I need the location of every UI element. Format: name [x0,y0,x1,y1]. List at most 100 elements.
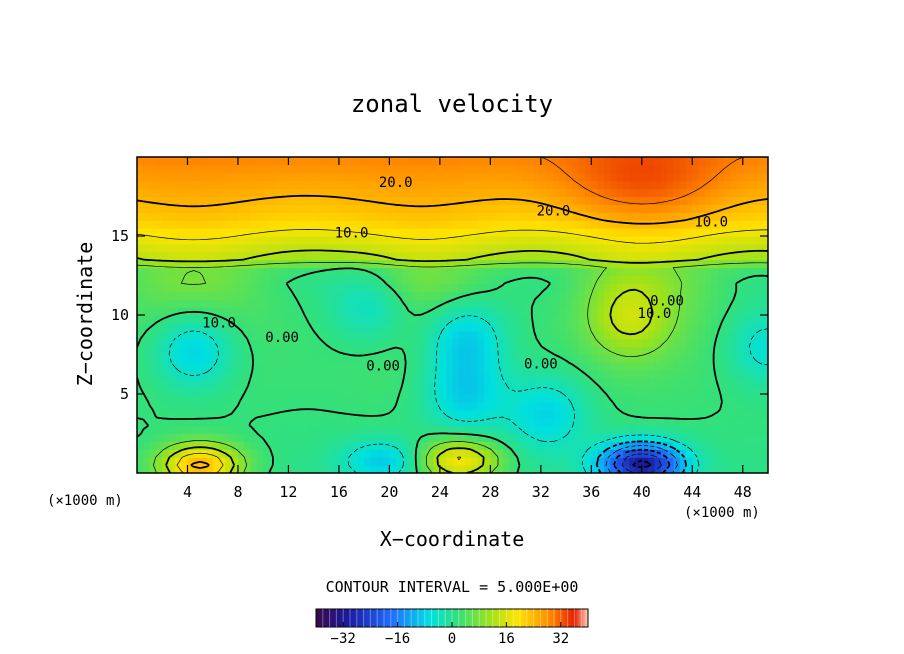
heatmap-cell [408,299,416,308]
heatmap-cell [174,370,182,379]
heatmap-cell [256,172,264,182]
heatmap-cell [723,315,731,324]
heatmap-cell [553,180,561,190]
heatmap-cell [749,259,756,269]
heatmap-cell [629,251,637,261]
heatmap-cell [736,457,744,466]
heatmap-cell [155,251,163,261]
heatmap-cell [547,441,555,450]
heatmap-cell [155,157,163,166]
heatmap-cell [471,283,479,292]
heatmap-cell [187,409,195,419]
heatmap-cell [458,259,466,269]
heatmap-cell [319,441,327,450]
heatmap-cell [149,401,157,411]
heatmap-cell [446,425,454,435]
heatmap-cell [219,180,226,190]
heatmap-cell [181,465,189,473]
heatmap-cell [414,251,422,261]
heatmap-cell [736,275,744,284]
heatmap-cell [244,157,252,166]
heatmap-cell [395,299,403,308]
heatmap-cell [704,307,712,316]
heatmap-cell [219,378,226,387]
heatmap-cell [187,251,195,261]
heatmap-cell [660,212,668,221]
heatmap-cell [521,291,529,300]
heatmap-cell [256,164,264,174]
heatmap-cell [162,378,170,387]
heatmap-cell [338,307,346,316]
heatmap-cell [534,283,542,292]
heatmap-cell [629,362,637,371]
x-tick-label: 48 [734,483,752,501]
heatmap-cell [383,259,390,269]
heatmap-cell [181,425,189,435]
heatmap-cell [521,370,529,379]
heatmap-cell [345,346,353,356]
heatmap-cell [515,180,523,190]
heatmap-cell [603,417,611,427]
heatmap-cell [635,172,643,182]
heatmap-cell [269,322,277,332]
heatmap-cell [597,204,605,213]
heatmap-cell [673,157,681,166]
heatmap-cell [357,291,365,300]
heatmap-cell [244,362,252,371]
heatmap-cell [717,291,725,300]
heatmap-cell [616,370,624,379]
heatmap-cell [427,338,435,348]
heatmap-cell [212,465,220,473]
heatmap-cell [490,322,498,332]
heatmap-cell [206,275,214,284]
heatmap-cell [162,259,170,269]
heatmap-cell [597,441,605,450]
heatmap-cell [547,299,555,308]
heatmap-cell [660,299,668,308]
heatmap-cell [149,188,157,198]
heatmap-cell [414,212,422,221]
heatmap-cell [484,228,491,237]
heatmap-cell [692,180,700,190]
heatmap-cell [256,180,264,190]
heatmap-cell [294,259,302,269]
heatmap-cell [685,354,693,363]
heatmap-cell [395,338,403,348]
heatmap-cell [515,386,523,395]
heatmap-cell [263,322,271,332]
heatmap-cell [200,157,208,166]
heatmap-cell [206,433,214,442]
heatmap-cell [704,267,712,277]
heatmap-cell [679,330,687,340]
heatmap-cell [193,330,201,340]
heatmap-cell [225,228,233,237]
heatmap-cell [357,362,365,371]
heatmap-cell [174,275,182,284]
heatmap-cell [566,228,573,237]
heatmap-cell [307,425,315,435]
heatmap-cell [301,322,308,332]
heatmap-cell [345,251,353,261]
heatmap-cell [256,196,264,205]
heatmap-cell [452,164,460,174]
heatmap-cell [225,212,233,221]
heatmap-cell [225,370,233,379]
heatmap-cell [181,315,189,324]
heatmap-cell [641,172,649,182]
heatmap-cell [635,299,643,308]
heatmap-cell [484,291,491,300]
heatmap-cell [629,441,637,450]
heatmap-cell [723,409,731,419]
heatmap-cell [698,338,706,348]
heatmap-cell [465,370,473,379]
heatmap-cell [370,236,378,245]
heatmap-cell [256,401,264,411]
heatmap-cell [263,394,271,403]
heatmap-cell [364,243,372,253]
heatmap-cell [496,204,504,213]
heatmap-cell [137,346,144,356]
heatmap-cell [540,457,548,466]
heatmap-cell [338,386,346,395]
heatmap-cell [534,330,542,340]
heatmap-cell [458,267,466,277]
